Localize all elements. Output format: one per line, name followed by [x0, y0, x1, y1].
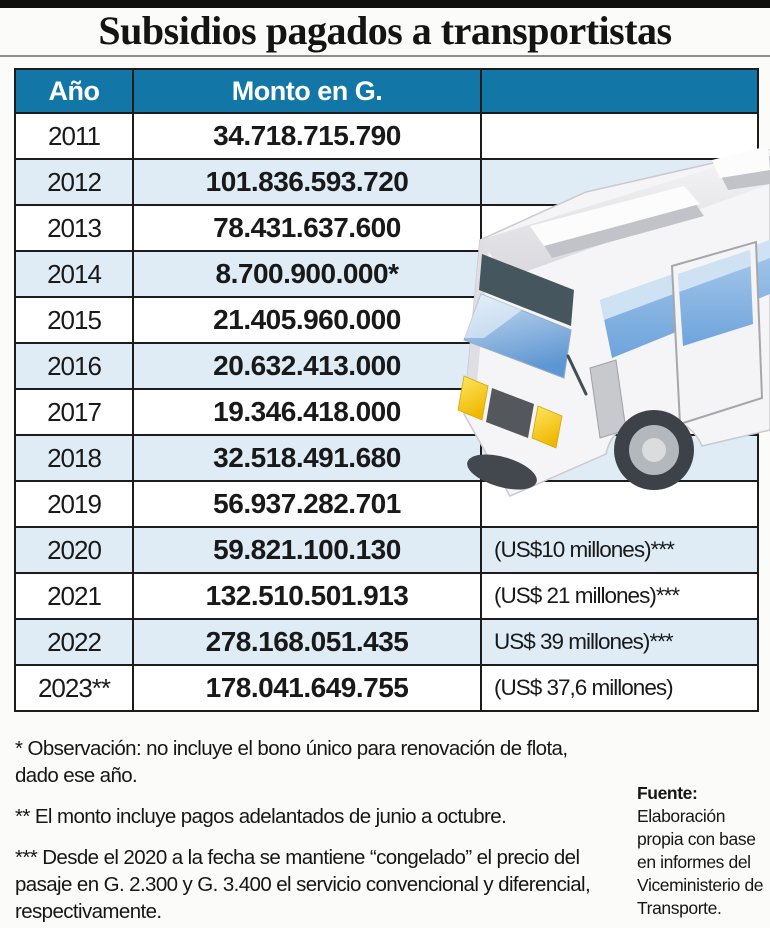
amount-cell: 34.718.715.790 — [132, 112, 482, 160]
header-usd — [480, 68, 759, 114]
year-cell: 2017 — [14, 388, 134, 436]
usd-cell — [480, 434, 759, 482]
table-row: 2012 101.836.593.720 — [14, 158, 759, 206]
year-cell: 2015 — [14, 296, 134, 344]
subsidy-table: Año Monto en G. 2011 34.718.715.790 2012… — [14, 68, 759, 712]
amount-cell: 132.510.501.913 — [132, 572, 482, 620]
usd-cell — [480, 204, 759, 252]
amount-cell: 101.836.593.720 — [132, 158, 482, 206]
table-row: 2016 20.632.413.000 — [14, 342, 759, 390]
usd-cell — [480, 296, 759, 344]
footnotes: * Observación: no incluye el bono único … — [15, 735, 611, 928]
year-cell: 2021 — [14, 572, 134, 620]
page-title: Subsidios pagados a transportistas — [98, 8, 672, 53]
usd-cell — [480, 250, 759, 298]
amount-cell: 178.041.649.755 — [132, 664, 482, 712]
usd-cell — [480, 342, 759, 390]
table-body: 2011 34.718.715.790 2012 101.836.593.720… — [14, 112, 759, 712]
table-header-row: Año Monto en G. — [14, 68, 759, 114]
amount-cell: 19.346.418.000 — [132, 388, 482, 436]
table-row: 2019 56.937.282.701 — [14, 480, 759, 528]
usd-cell — [480, 112, 759, 160]
source-text: Elaboración propia con base en informes … — [637, 806, 764, 919]
footnote: ** El monto incluye pagos adelantados de… — [15, 805, 507, 829]
usd-cell — [480, 158, 759, 206]
year-cell: 2020 — [14, 526, 134, 574]
amount-cell: 20.632.413.000 — [132, 342, 482, 390]
amount-cell: 56.937.282.701 — [132, 480, 482, 528]
amount-cell: 278.168.051.435 — [132, 618, 482, 666]
table-row: 2018 32.518.491.680 — [14, 434, 759, 482]
year-cell: 2019 — [14, 480, 134, 528]
amount-cell: 32.518.491.680 — [132, 434, 482, 482]
table-row: 2017 19.346.418.000 — [14, 388, 759, 436]
table-row: 2023** 178.041.649.755 (US$ 37,6 millone… — [14, 664, 759, 712]
title-divider — [0, 55, 770, 57]
footnote: * Observación: no incluye el bono único … — [15, 737, 568, 788]
year-cell: 2014 — [14, 250, 134, 298]
amount-cell: 21.405.960.000 — [132, 296, 482, 344]
source-label: Fuente: — [637, 783, 698, 803]
year-cell: 2023** — [14, 664, 134, 712]
table-row: 2011 34.718.715.790 — [14, 112, 759, 160]
table-row: 2022 278.168.051.435 US$ 39 millones)*** — [14, 618, 759, 666]
usd-cell: (US$ 37,6 millones) — [480, 664, 759, 712]
year-cell: 2018 — [14, 434, 134, 482]
table-row: 2015 21.405.960.000 — [14, 296, 759, 344]
footnote: *** Desde el 2020 a la fecha se mantiene… — [15, 846, 591, 924]
year-cell: 2011 — [14, 112, 134, 160]
year-cell: 2022 — [14, 618, 134, 666]
table-row: 2013 78.431.637.600 — [14, 204, 759, 252]
year-cell: 2016 — [14, 342, 134, 390]
header-year: Año — [14, 68, 134, 114]
table-row: 2021 132.510.501.913 (US$ 21 millones)**… — [14, 572, 759, 620]
top-rule-bar — [0, 0, 770, 8]
usd-cell: (US$10 millones)*** — [480, 526, 759, 574]
usd-cell — [480, 480, 759, 528]
table-row: 2014 8.700.900.000* — [14, 250, 759, 298]
usd-cell — [480, 388, 759, 436]
year-cell: 2013 — [14, 204, 134, 252]
amount-cell: 8.700.900.000* — [132, 250, 482, 298]
header-amount: Monto en G. — [132, 68, 482, 114]
year-cell: 2012 — [14, 158, 134, 206]
table-row: 2020 59.821.100.130 (US$10 millones)*** — [14, 526, 759, 574]
amount-cell: 78.431.637.600 — [132, 204, 482, 252]
amount-cell: 59.821.100.130 — [132, 526, 482, 574]
usd-cell: US$ 39 millones)*** — [480, 618, 759, 666]
usd-cell: (US$ 21 millones)*** — [480, 572, 759, 620]
source-block: Fuente: Elaboración propia con base en i… — [637, 782, 770, 921]
